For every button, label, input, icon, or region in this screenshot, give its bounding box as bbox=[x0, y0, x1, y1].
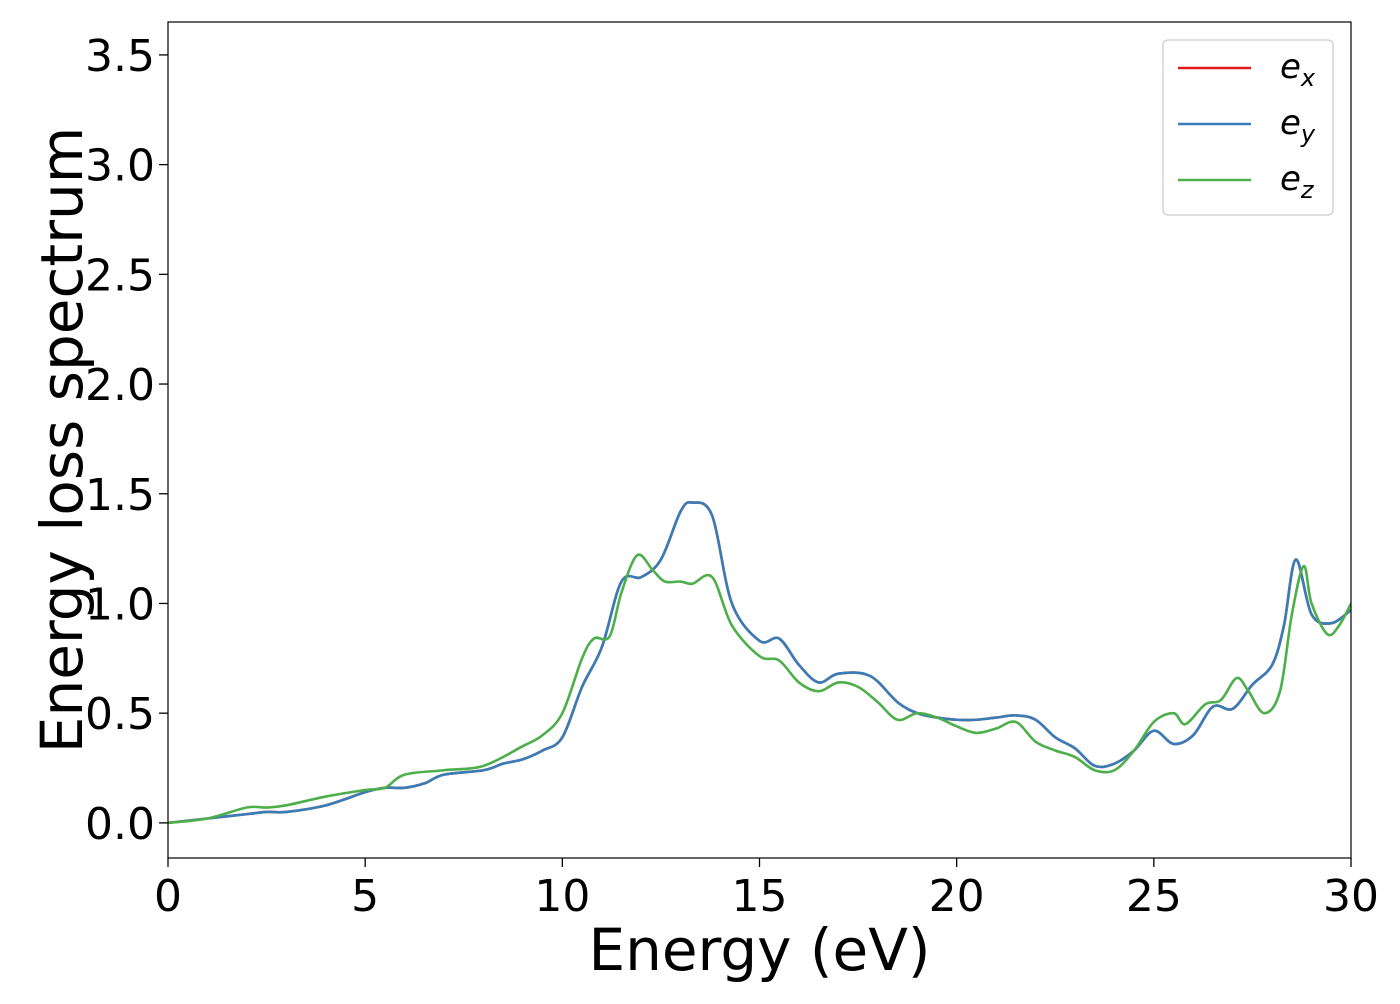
y-tick-label: 0.0 bbox=[85, 799, 155, 850]
y-tick-label: 1.0 bbox=[85, 579, 155, 630]
y-axis-ticks: 0.0 0.5 1.0 1.5 2.0 2.5 3.0 3.5 bbox=[85, 31, 168, 850]
legend-label-ez: ez bbox=[1280, 159, 1315, 204]
series-line-ex bbox=[168, 500, 1351, 825]
x-tick-label: 20 bbox=[929, 871, 985, 922]
x-tick-label: 30 bbox=[1323, 871, 1379, 922]
y-tick-label: 2.5 bbox=[85, 250, 155, 301]
legend-box bbox=[1162, 39, 1334, 216]
legend: ex ey ez bbox=[1162, 39, 1334, 216]
legend-label-ey: ey bbox=[1280, 103, 1316, 148]
series-line-ey bbox=[168, 500, 1351, 825]
y-tick-label: 1.5 bbox=[85, 470, 155, 521]
series-layer bbox=[168, 500, 1351, 825]
x-tick-label: 15 bbox=[732, 871, 788, 922]
x-axis-ticks: 0 5 10 15 20 25 30 bbox=[154, 858, 1379, 922]
x-tick-label: 0 bbox=[154, 871, 182, 922]
y-axis-label: Energy loss spectrum bbox=[28, 127, 96, 753]
legend-label-ex: ex bbox=[1280, 47, 1316, 92]
x-tick-label: 25 bbox=[1126, 871, 1182, 922]
y-tick-label: 3.0 bbox=[85, 141, 155, 192]
x-tick-label: 5 bbox=[351, 871, 379, 922]
series-line-ez bbox=[168, 553, 1351, 825]
x-axis-label: Energy (eV) bbox=[588, 916, 930, 984]
y-tick-label: 2.0 bbox=[85, 360, 155, 411]
x-tick-label: 10 bbox=[534, 871, 590, 922]
y-tick-label: 0.5 bbox=[85, 689, 155, 740]
y-tick-label: 3.5 bbox=[85, 31, 155, 82]
